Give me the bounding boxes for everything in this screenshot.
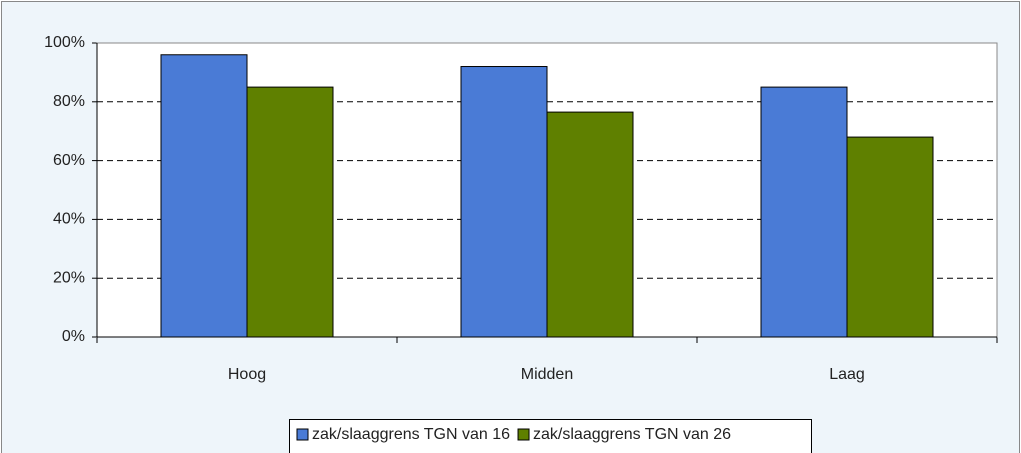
y-tick-label: 80% [53,93,85,110]
legend-label: zak/slaaggrens TGN van 26 [533,426,731,443]
legend-swatch [517,428,530,441]
bar [460,66,548,338]
y-tick-label: 100% [44,34,85,51]
bar [760,86,848,338]
y-tick-label: 40% [53,211,85,228]
bar [246,86,334,338]
legend-swatch [296,428,309,441]
bar [160,54,248,338]
legend-box [289,419,812,453]
x-tick-label: Laag [829,366,865,383]
bar [546,111,634,338]
y-tick-label: 0% [62,328,85,345]
x-tick-label: Hoog [228,366,266,383]
x-tick-label: Midden [521,366,573,383]
y-tick-label: 60% [53,152,85,169]
y-tick-label: 20% [53,269,85,286]
bar [846,136,934,338]
legend-label: zak/slaaggrens TGN van 16 [312,426,510,443]
